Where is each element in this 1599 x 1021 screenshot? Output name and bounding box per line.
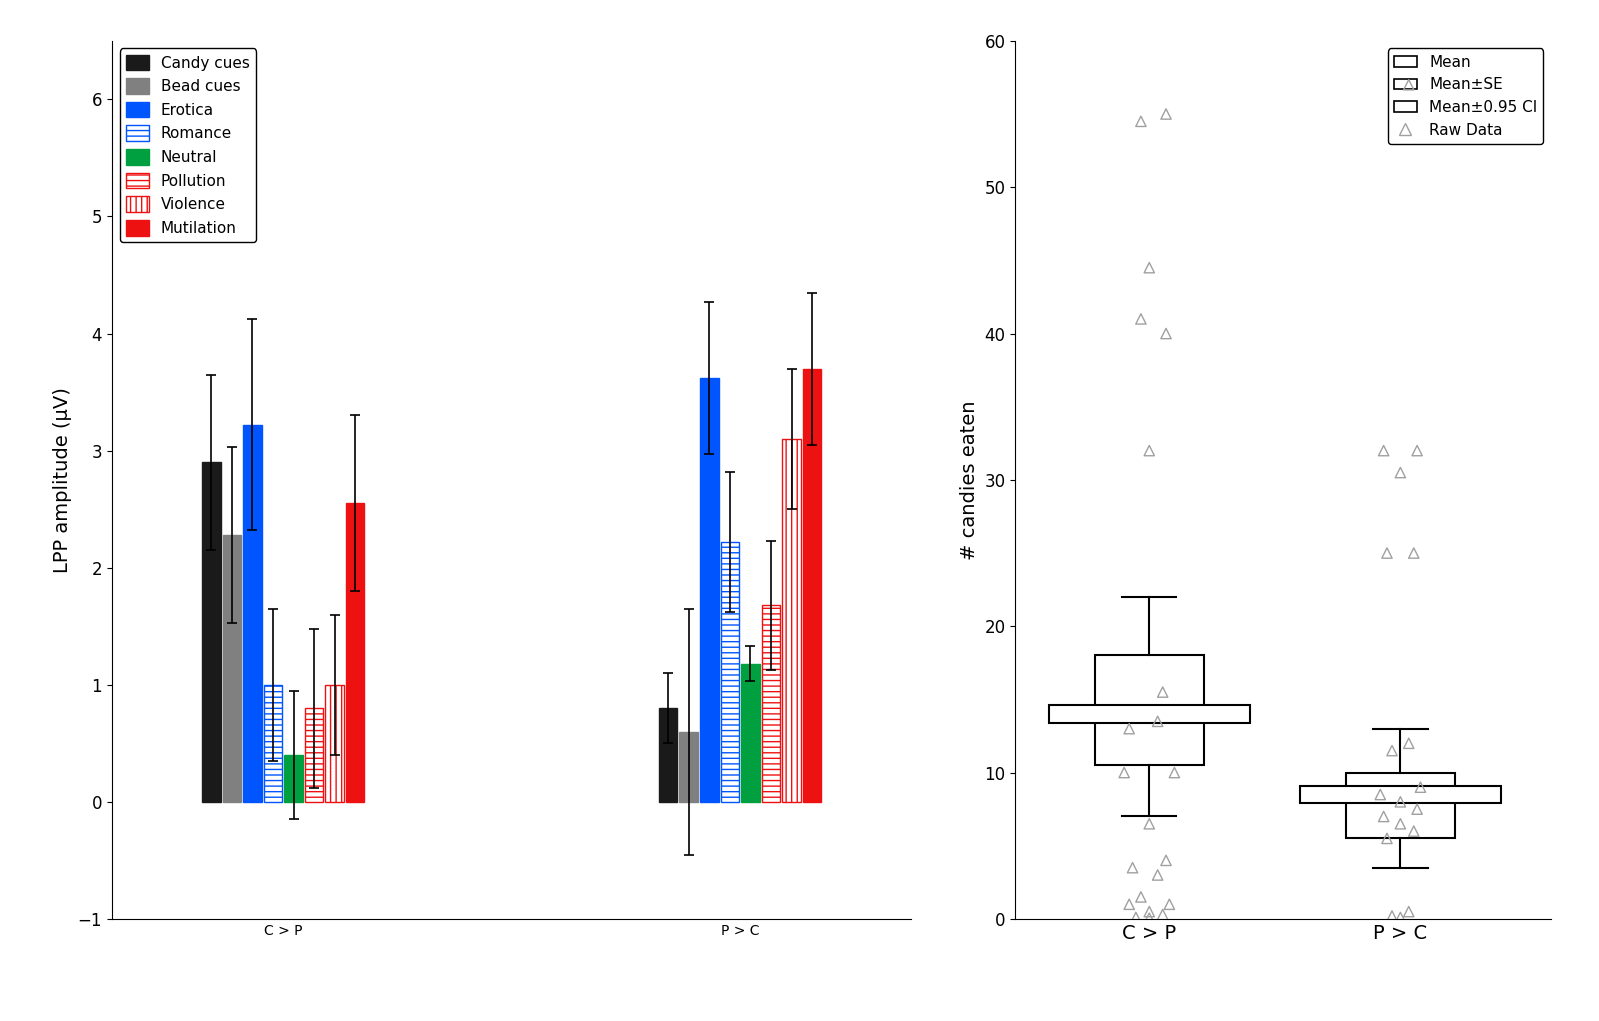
- Point: [1388, 465, 1414, 481]
- Bar: [1049, 706, 1250, 723]
- Point: [1380, 908, 1406, 924]
- Point: [1153, 106, 1178, 123]
- Point: [1137, 442, 1162, 458]
- Bar: [1095, 655, 1204, 766]
- Point: [1129, 888, 1154, 905]
- Point: [1404, 442, 1430, 458]
- Point: [1119, 860, 1145, 876]
- Point: [1116, 721, 1142, 737]
- Point: [1388, 910, 1414, 926]
- Point: [1150, 684, 1175, 700]
- Bar: [680, 732, 697, 801]
- Point: [1161, 765, 1186, 781]
- Point: [1388, 793, 1414, 810]
- Point: [1370, 442, 1396, 458]
- Point: [1129, 113, 1154, 130]
- Point: [1380, 742, 1406, 759]
- Point: [1145, 714, 1170, 730]
- Point: [1153, 326, 1178, 342]
- Bar: [700, 378, 718, 801]
- Point: [1111, 765, 1137, 781]
- Point: [1401, 823, 1426, 839]
- Point: [1370, 809, 1396, 825]
- Point: [1137, 816, 1162, 832]
- Legend: Mean, Mean±SE, Mean±0.95 CI, Raw Data: Mean, Mean±SE, Mean±0.95 CI, Raw Data: [1388, 48, 1543, 144]
- Bar: [326, 685, 344, 801]
- Y-axis label: LPP amplitude (μV): LPP amplitude (μV): [53, 387, 72, 573]
- Bar: [1300, 786, 1501, 804]
- Legend: Candy cues, Bead cues, Erotica, Romance, Neutral, Pollution, Violence, Mutilatio: Candy cues, Bead cues, Erotica, Romance,…: [120, 48, 256, 242]
- Bar: [782, 439, 801, 801]
- Bar: [285, 755, 302, 801]
- Bar: [243, 425, 262, 801]
- Bar: [721, 542, 739, 801]
- Point: [1404, 800, 1430, 817]
- Bar: [761, 605, 780, 801]
- Bar: [803, 369, 822, 801]
- Point: [1156, 896, 1182, 913]
- Point: [1129, 310, 1154, 327]
- Point: [1150, 907, 1175, 923]
- Bar: [201, 463, 221, 801]
- Point: [1407, 779, 1433, 795]
- Point: [1122, 910, 1148, 926]
- Point: [1374, 830, 1399, 846]
- Point: [1153, 853, 1178, 869]
- Point: [1145, 867, 1170, 883]
- Point: [1396, 77, 1422, 93]
- Point: [1137, 910, 1162, 926]
- Bar: [305, 709, 323, 801]
- Point: [1116, 896, 1142, 913]
- Point: [1367, 786, 1393, 803]
- Point: [1401, 545, 1426, 562]
- Point: [1388, 816, 1414, 832]
- Bar: [345, 503, 365, 801]
- Point: [1374, 545, 1399, 562]
- Point: [1137, 904, 1162, 920]
- Point: [1396, 904, 1422, 920]
- Bar: [659, 709, 678, 801]
- Y-axis label: # candies eaten: # candies eaten: [959, 400, 979, 560]
- Bar: [1346, 773, 1455, 838]
- Bar: [222, 535, 241, 801]
- Point: [1137, 259, 1162, 276]
- Bar: [264, 685, 281, 801]
- Bar: [742, 664, 760, 801]
- Point: [1396, 735, 1422, 751]
